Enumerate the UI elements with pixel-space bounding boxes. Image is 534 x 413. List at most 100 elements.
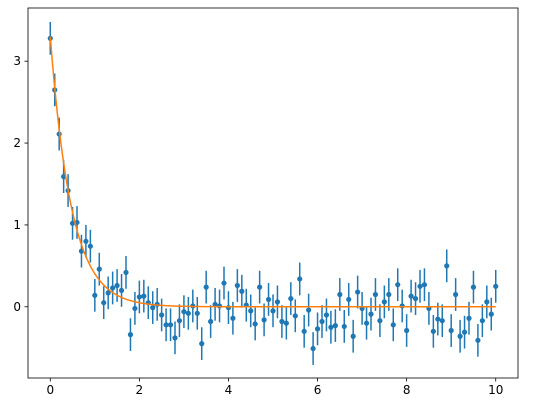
data-point bbox=[479, 318, 485, 324]
data-point bbox=[141, 293, 147, 299]
data-point bbox=[457, 333, 463, 339]
x-tick-label: 0 bbox=[46, 383, 54, 397]
y-tick-label: 1 bbox=[13, 218, 21, 232]
y-tick-label: 2 bbox=[13, 136, 21, 150]
data-point bbox=[355, 289, 361, 295]
data-point bbox=[274, 299, 281, 305]
x-tick-label: 8 bbox=[403, 383, 411, 397]
data-point bbox=[105, 290, 111, 296]
axes-frame bbox=[27, 7, 519, 379]
data-point bbox=[368, 311, 374, 317]
data-point bbox=[493, 283, 499, 289]
y-axis-ticks: 0 1 2 3 bbox=[13, 54, 28, 314]
data-point bbox=[488, 311, 494, 317]
data-point bbox=[279, 318, 285, 325]
data-point bbox=[390, 322, 396, 328]
data-point bbox=[110, 285, 116, 291]
data-point bbox=[417, 283, 423, 289]
data-point bbox=[194, 310, 200, 316]
point-layer bbox=[47, 35, 499, 352]
data-point bbox=[150, 305, 156, 311]
data-point bbox=[181, 309, 187, 315]
data-point bbox=[461, 329, 468, 335]
data-point bbox=[408, 293, 414, 299]
data-point bbox=[323, 312, 330, 318]
data-point bbox=[239, 288, 245, 294]
data-point bbox=[248, 308, 254, 314]
data-point bbox=[176, 318, 183, 324]
data-point bbox=[265, 296, 272, 303]
data-point bbox=[435, 316, 441, 322]
data-point bbox=[399, 303, 405, 309]
y-tick-label: 3 bbox=[13, 54, 21, 68]
data-point bbox=[404, 327, 410, 334]
data-point bbox=[132, 305, 138, 312]
data-point bbox=[203, 284, 209, 290]
fit-line bbox=[49, 36, 496, 308]
data-point bbox=[101, 300, 107, 306]
data-point bbox=[475, 337, 481, 343]
data-point bbox=[199, 341, 205, 347]
data-point bbox=[314, 326, 321, 332]
data-point bbox=[372, 291, 379, 298]
data-point bbox=[430, 328, 436, 334]
data-point bbox=[96, 266, 102, 272]
data-point bbox=[123, 269, 129, 276]
fit-line-layer bbox=[49, 36, 496, 308]
y-tick-label: 0 bbox=[13, 300, 21, 314]
data-point bbox=[319, 318, 325, 325]
data-point bbox=[310, 345, 316, 352]
x-tick-label: 4 bbox=[225, 383, 233, 397]
data-point bbox=[439, 318, 445, 324]
data-point bbox=[346, 296, 352, 303]
data-point bbox=[118, 287, 125, 294]
data-point bbox=[421, 282, 428, 288]
data-point bbox=[470, 284, 477, 290]
data-point bbox=[386, 291, 392, 298]
data-point bbox=[87, 243, 93, 249]
data-point bbox=[114, 282, 120, 289]
data-point bbox=[69, 220, 76, 226]
data-point bbox=[328, 324, 334, 330]
data-point bbox=[484, 299, 490, 305]
data-point bbox=[270, 308, 276, 314]
data-point bbox=[350, 333, 356, 339]
data-point bbox=[288, 295, 294, 302]
data-point bbox=[185, 310, 191, 316]
data-point bbox=[225, 305, 232, 311]
data-point bbox=[257, 284, 263, 290]
data-point bbox=[453, 291, 459, 298]
data-point bbox=[167, 322, 174, 328]
data-point bbox=[466, 315, 472, 321]
data-point bbox=[172, 335, 178, 341]
data-point bbox=[306, 307, 312, 313]
data-point bbox=[395, 282, 401, 288]
x-axis-ticks: 0 2 4 6 8 10 bbox=[46, 378, 503, 397]
data-point bbox=[297, 276, 303, 282]
data-point bbox=[212, 301, 218, 307]
data-point bbox=[92, 292, 98, 298]
data-point bbox=[341, 323, 347, 330]
data-point bbox=[377, 318, 383, 324]
data-point bbox=[127, 332, 134, 338]
data-point bbox=[208, 318, 214, 325]
data-point bbox=[136, 294, 142, 300]
data-point bbox=[448, 327, 454, 334]
data-point bbox=[444, 263, 450, 269]
x-tick-label: 2 bbox=[136, 383, 144, 397]
data-point bbox=[163, 322, 169, 328]
data-point bbox=[381, 299, 387, 305]
data-point bbox=[363, 320, 370, 326]
data-point bbox=[159, 312, 165, 318]
data-point bbox=[230, 315, 236, 321]
x-tick-label: 6 bbox=[314, 383, 322, 397]
data-point bbox=[221, 280, 227, 286]
data-point bbox=[332, 323, 338, 329]
data-point bbox=[252, 321, 258, 327]
data-point bbox=[234, 282, 240, 289]
data-point bbox=[337, 291, 343, 298]
data-point bbox=[301, 328, 307, 334]
